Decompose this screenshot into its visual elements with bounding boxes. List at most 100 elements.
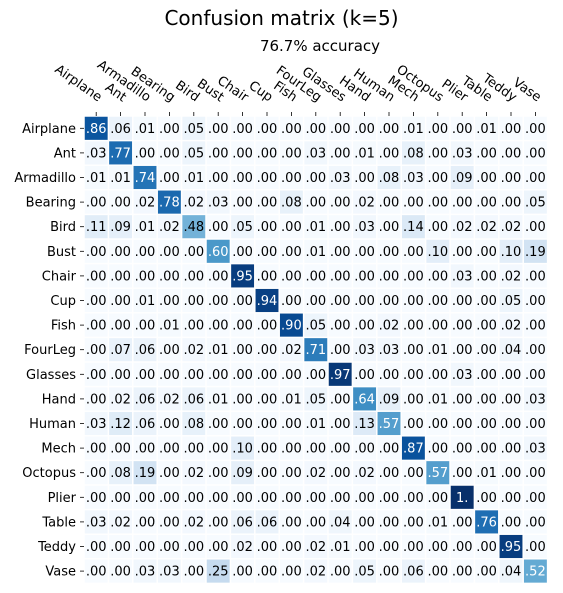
heatmap-cell bbox=[523, 338, 547, 362]
heatmap-cell bbox=[84, 436, 108, 460]
cell-value-label: .02 bbox=[305, 540, 326, 555]
cell-value-label: .00 bbox=[476, 146, 497, 161]
heatmap-cell bbox=[206, 387, 230, 411]
heatmap-cell bbox=[426, 461, 450, 485]
cell-value-label: .00 bbox=[403, 343, 424, 358]
cell-value-label: .12 bbox=[110, 417, 131, 432]
heatmap-cell bbox=[426, 239, 450, 263]
cell-value-label: .00 bbox=[525, 368, 546, 383]
heatmap-cell bbox=[353, 485, 377, 509]
cell-value-label: .02 bbox=[159, 392, 180, 407]
heatmap-cell bbox=[157, 510, 181, 534]
chart-title: Confusion matrix (k=5) bbox=[164, 6, 399, 30]
cell-value-label: .09 bbox=[452, 171, 473, 186]
cell-value-label: .77 bbox=[110, 146, 131, 161]
cell-value-label: .00 bbox=[208, 146, 229, 161]
heatmap-cell bbox=[182, 116, 206, 140]
cell-value-label: .00 bbox=[403, 319, 424, 334]
heatmap-cell bbox=[475, 190, 499, 214]
cell-value-label: .00 bbox=[330, 343, 351, 358]
heatmap-cell bbox=[157, 485, 181, 509]
cell-value-label: .95 bbox=[501, 540, 522, 555]
heatmap-cell bbox=[450, 239, 474, 263]
cell-value-label: .06 bbox=[110, 122, 131, 137]
cell-value-label: .00 bbox=[525, 171, 546, 186]
cell-value-label: .05 bbox=[183, 146, 204, 161]
heatmap-cell bbox=[279, 288, 303, 313]
heatmap-cell bbox=[109, 534, 133, 559]
heatmap-cell bbox=[353, 559, 377, 583]
heatmap-cell bbox=[109, 215, 133, 239]
cell-value-label: .00 bbox=[135, 368, 156, 383]
heatmap-cell bbox=[450, 510, 474, 534]
heatmap-cell bbox=[133, 338, 157, 362]
heatmap-cell bbox=[523, 559, 547, 583]
heatmap-cell bbox=[401, 116, 425, 140]
cell-value-label: .00 bbox=[452, 417, 473, 432]
cell-value-label: .00 bbox=[501, 146, 522, 161]
cell-value-label: .95 bbox=[232, 269, 253, 284]
cell-value-label: .00 bbox=[476, 245, 497, 260]
heatmap-cell bbox=[206, 288, 230, 313]
cell-value-label: .03 bbox=[208, 196, 229, 211]
cell-value-label: .00 bbox=[86, 245, 107, 260]
heatmap-cell bbox=[157, 534, 181, 559]
cell-value-label: .00 bbox=[135, 319, 156, 334]
cell-value-label: .76 bbox=[476, 515, 497, 530]
cell-value-label: .00 bbox=[354, 269, 375, 284]
heatmap-cell bbox=[401, 190, 425, 214]
heatmap-cell bbox=[206, 534, 230, 559]
heatmap-cell bbox=[109, 485, 133, 509]
cell-value-label: .01 bbox=[330, 540, 351, 555]
heatmap-cell bbox=[426, 559, 450, 583]
heatmap-cell bbox=[279, 264, 303, 288]
heatmap-cell bbox=[279, 559, 303, 583]
heatmap-cell bbox=[450, 141, 474, 165]
cell-value-label: .02 bbox=[110, 515, 131, 530]
heatmap-cell bbox=[475, 534, 499, 559]
heatmap-cell bbox=[426, 165, 450, 190]
cell-value-label: .02 bbox=[501, 220, 522, 235]
heatmap-cell bbox=[328, 387, 352, 411]
heatmap-cell bbox=[304, 190, 328, 214]
cell-value-label: .02 bbox=[501, 319, 522, 334]
heatmap-cell bbox=[426, 436, 450, 460]
heatmap-cell bbox=[377, 215, 401, 239]
heatmap-cell bbox=[377, 338, 401, 362]
cell-value-label: .08 bbox=[281, 196, 302, 211]
heatmap-cell bbox=[475, 411, 499, 436]
cell-value-label: .00 bbox=[330, 146, 351, 161]
row-tick-label: Bearing bbox=[26, 196, 76, 211]
cell-value-label: .03 bbox=[330, 171, 351, 186]
cell-value-label: .71 bbox=[305, 343, 326, 358]
row-tick-label: Mech bbox=[41, 442, 76, 457]
cell-value-label: .00 bbox=[403, 245, 424, 260]
cell-value-label: .01 bbox=[208, 343, 229, 358]
cell-value-label: .00 bbox=[403, 368, 424, 383]
cell-value-label: .00 bbox=[403, 491, 424, 506]
row-tick-label: Armadillo bbox=[14, 171, 76, 186]
heatmap-cell bbox=[401, 141, 425, 165]
heatmap-cell bbox=[182, 264, 206, 288]
cell-value-label: .00 bbox=[476, 368, 497, 383]
cell-value-label: .00 bbox=[501, 417, 522, 432]
cell-value-label: .01 bbox=[135, 122, 156, 137]
heatmap-cell bbox=[499, 116, 523, 140]
heatmap-cell bbox=[401, 338, 425, 362]
heatmap-cell bbox=[255, 239, 279, 263]
cell-value-label: .00 bbox=[452, 466, 473, 481]
heatmap-cell bbox=[377, 190, 401, 214]
heatmap-cell bbox=[450, 190, 474, 214]
cell-value-label: .00 bbox=[135, 515, 156, 530]
heatmap-cell bbox=[353, 190, 377, 214]
heatmap-cell bbox=[255, 387, 279, 411]
cell-value-label: .00 bbox=[135, 269, 156, 284]
cell-value-label: .48 bbox=[183, 220, 204, 235]
heatmap-cell bbox=[304, 313, 328, 337]
heatmap-cell bbox=[426, 141, 450, 165]
cell-value-label: .00 bbox=[208, 294, 229, 309]
heatmap-cell bbox=[401, 239, 425, 263]
cell-value-label: .00 bbox=[476, 319, 497, 334]
heatmap-cell bbox=[353, 436, 377, 460]
heatmap-cell bbox=[182, 165, 206, 190]
